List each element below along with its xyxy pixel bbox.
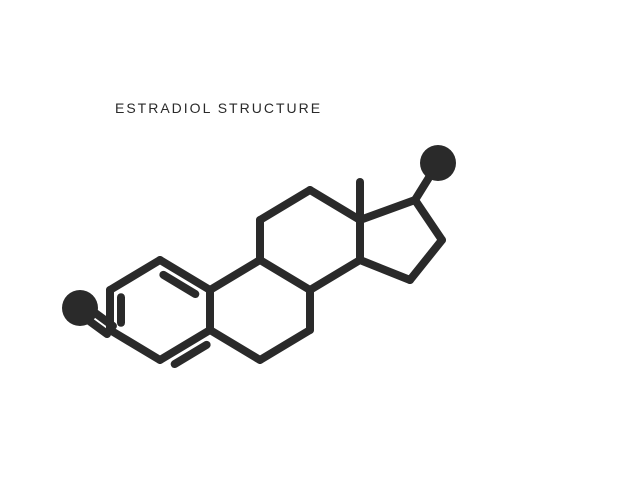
molecule-diagram xyxy=(60,140,570,380)
diagram-title: ESTRADIOL STRUCTURE xyxy=(115,100,322,116)
